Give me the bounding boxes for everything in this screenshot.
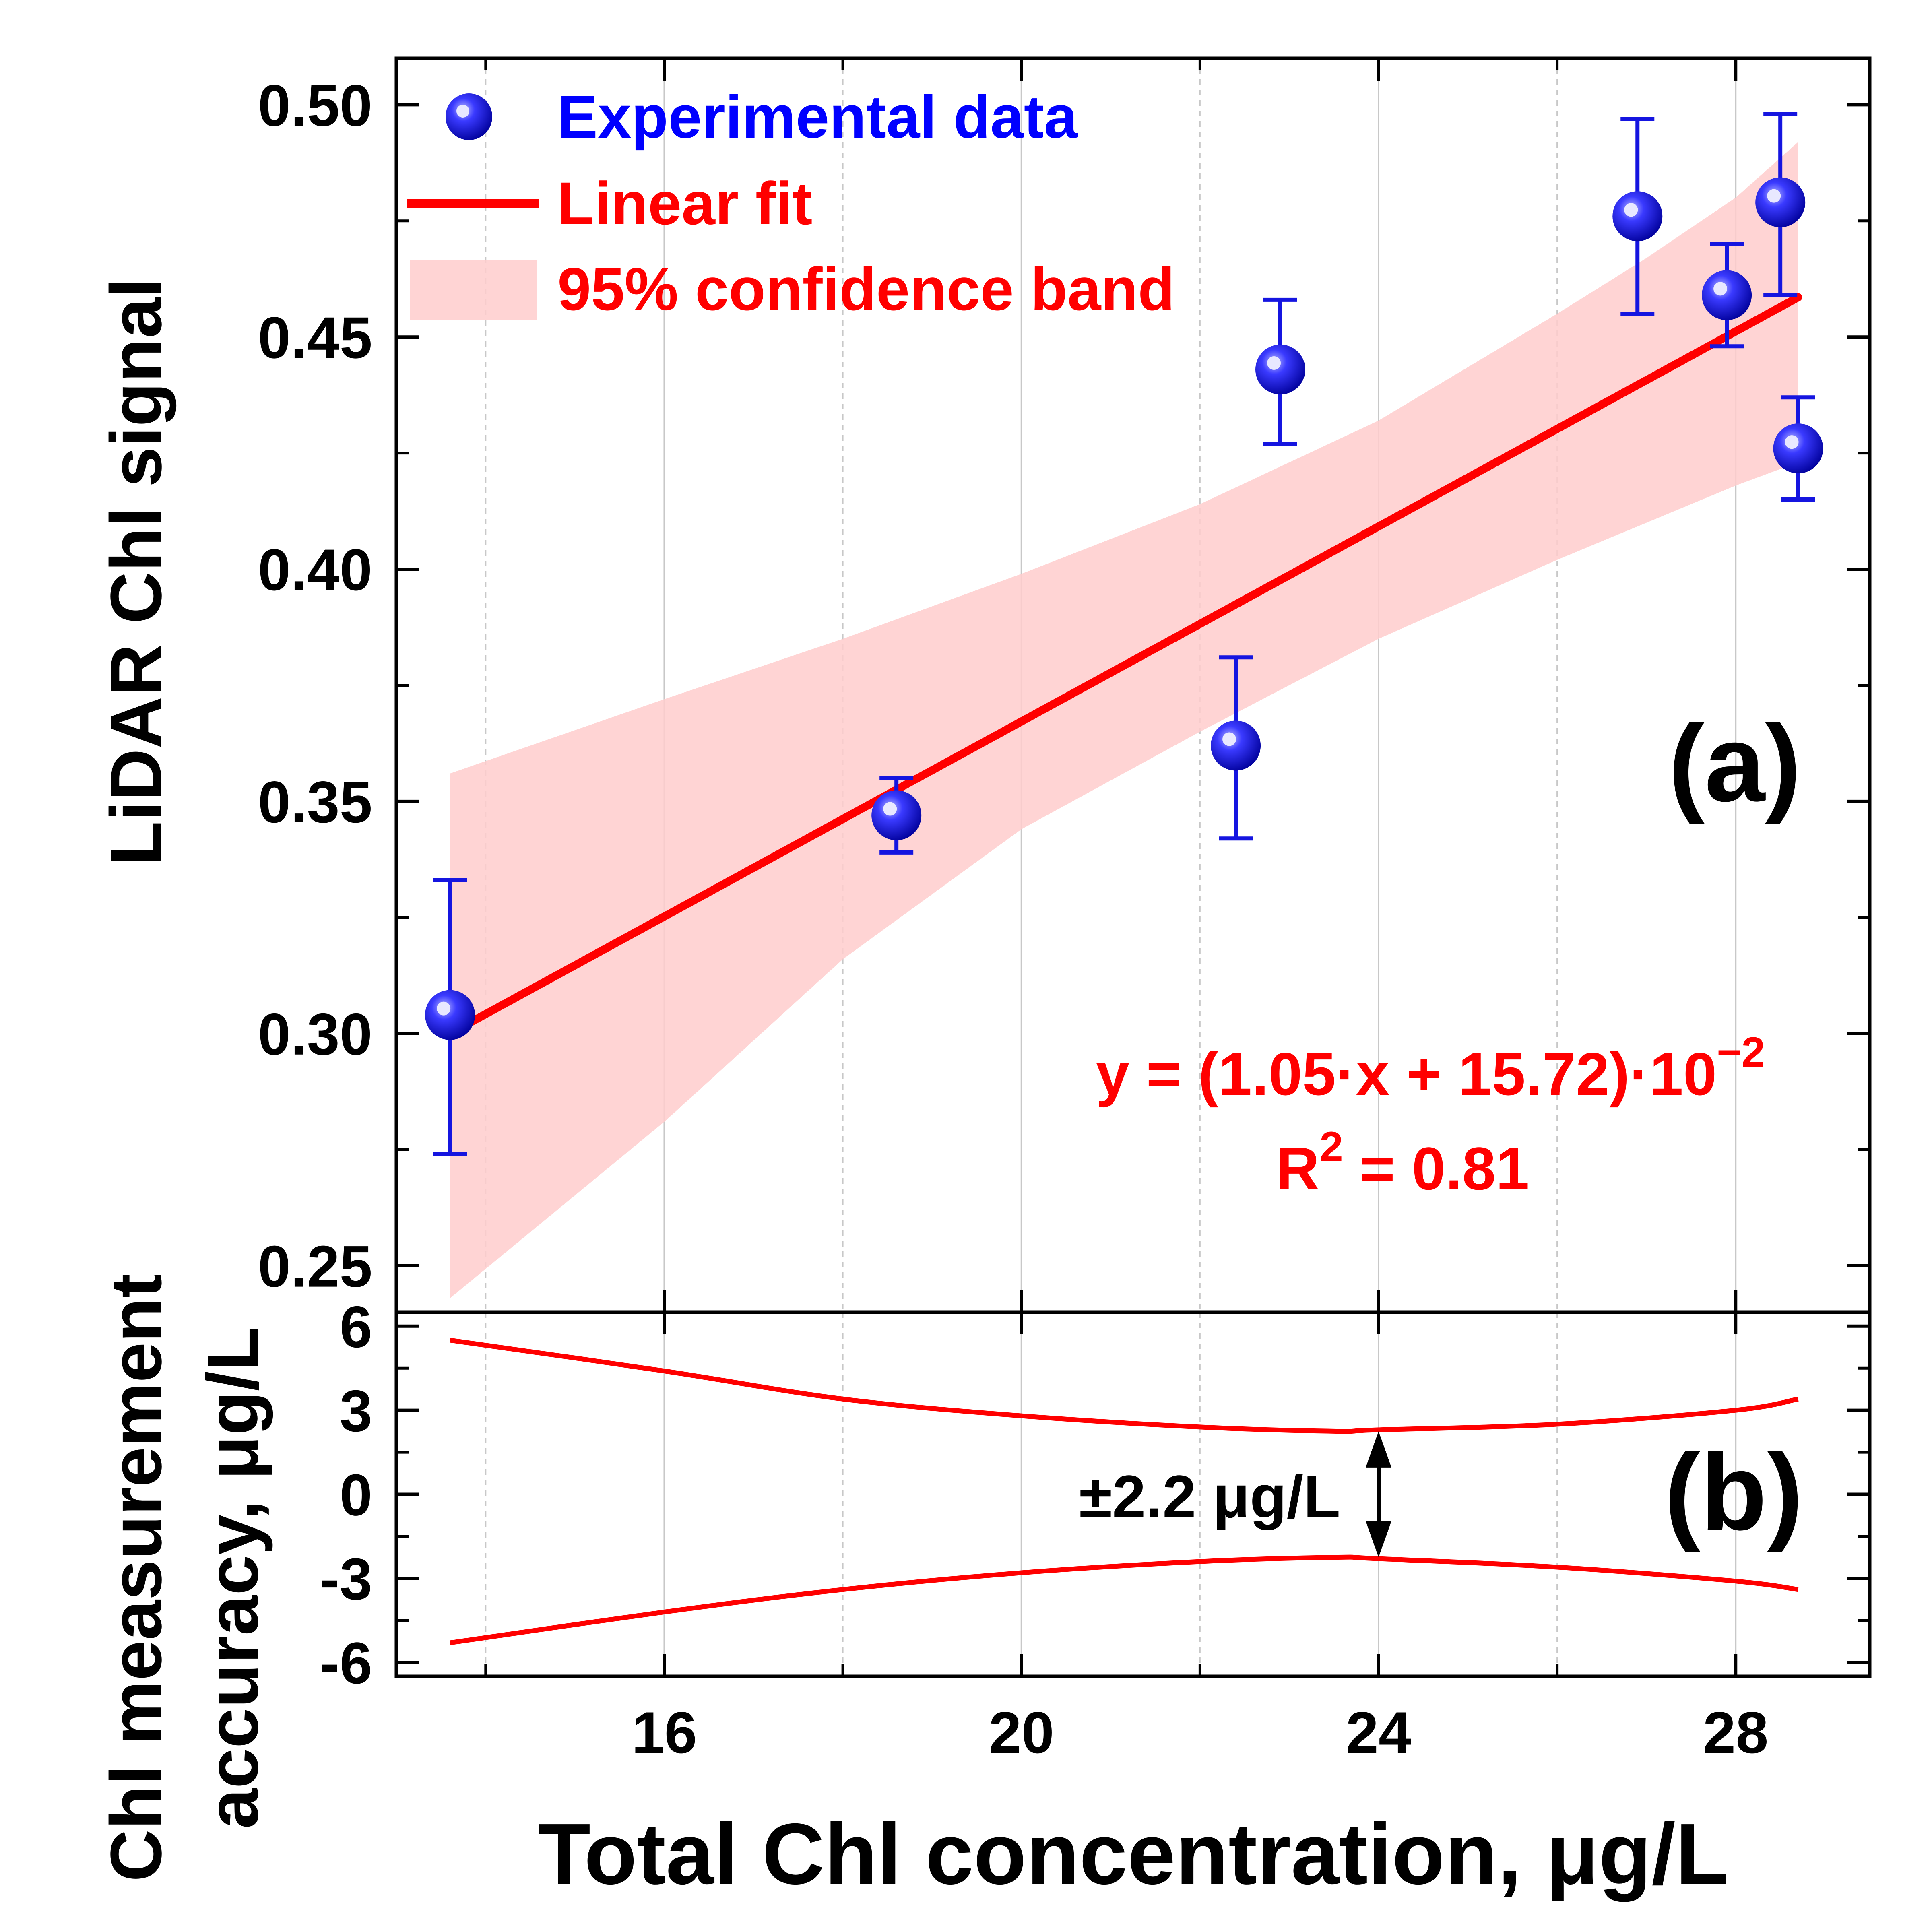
confidence-band: [450, 142, 1798, 1298]
data-point: [1755, 177, 1806, 227]
x-tick-label: 28: [1703, 1700, 1768, 1765]
data-point-highlight: [1267, 356, 1281, 370]
x-tick-label: 16: [632, 1700, 697, 1765]
panel-label-b: (b): [1664, 1432, 1803, 1553]
panel-label-a: (a): [1668, 703, 1801, 825]
confidence-band-layer: [450, 142, 1798, 1298]
y-tick-label: -3: [320, 1546, 372, 1612]
y-axis-title-b-line1: Chl measurement: [96, 1274, 177, 1882]
y-tick-label: 0.50: [258, 72, 372, 138]
r-squared-exponent: 2: [1319, 1123, 1343, 1170]
data-point-highlight: [1713, 282, 1728, 296]
r-squared: R2 = 0.81: [1276, 1123, 1530, 1202]
accuracy-annotation-label: ±2.2 μg/L: [1079, 1463, 1340, 1530]
panel-b-ticks: [396, 1312, 1870, 1676]
data-point-highlight: [1222, 732, 1236, 746]
accuracy-arrow-head-up: [1366, 1431, 1391, 1468]
data-point-highlight: [1767, 189, 1781, 203]
x-axis-title: Total Chl concentration, μg/L: [538, 1805, 1728, 1902]
legend: Experimental data Linear fit 95% confide…: [407, 83, 1175, 323]
data-point: [425, 990, 475, 1040]
data-point: [1612, 191, 1663, 242]
accuracy-curve-lower: [450, 1554, 1799, 1645]
r-squared-value: = 0.81: [1343, 1135, 1530, 1202]
linear-fit-line: [446, 293, 1802, 1038]
r-squared-prefix: R: [1276, 1135, 1319, 1202]
y-tick-label: 0.45: [258, 305, 372, 370]
panel-b: 6 3 0 -3 -6 16 20 24 28 ±2.2 μg/L (b) Chl measu…: [96, 1274, 1872, 1902]
accuracy-curve-upper: [450, 1338, 1799, 1434]
y-tick-label: 0: [340, 1462, 372, 1528]
y-tick-label: 0.30: [258, 1001, 372, 1067]
data-point-highlight: [883, 802, 897, 816]
x-tick-label: 20: [989, 1700, 1054, 1765]
data-point: [1773, 423, 1823, 474]
y-tick-label: 0.40: [258, 537, 372, 603]
linear-fit-layer: [446, 293, 1802, 1038]
y-axis-title-b-line2: accuracy, μg/L: [192, 1327, 273, 1829]
accuracy-annotation: [1366, 1431, 1391, 1558]
fit-equation-exponent: −2: [1717, 1029, 1765, 1076]
panel-a: 0.25 0.30 0.35 0.40 0.45 0.50 Experimental da…: [96, 56, 1872, 1314]
fit-equation: y = (1.05·x + 15.72)·10−2: [1096, 1029, 1765, 1108]
legend-point-marker: [446, 93, 492, 140]
accuracy-arrow-head-down: [1366, 1521, 1391, 1558]
data-point-highlight: [1785, 435, 1799, 449]
data-point: [1702, 270, 1752, 320]
legend-label-experimental-data: Experimental data: [557, 83, 1078, 151]
accuracy-curves: [450, 1338, 1799, 1645]
y-tick-label: 3: [340, 1378, 372, 1444]
data-points: [425, 177, 1823, 1040]
panel-a-y-tick-labels: 0.25 0.30 0.35 0.40 0.45 0.50: [258, 72, 372, 1299]
legend-label-confidence-band: 95% confidence band: [557, 255, 1175, 323]
y-axis-title-a: LiDAR Chl signal: [96, 278, 177, 865]
data-point: [1255, 344, 1305, 394]
legend-point-highlight: [456, 105, 469, 118]
y-tick-label: 0.25: [258, 1234, 372, 1299]
y-tick-label: -6: [320, 1630, 372, 1696]
x-tick-labels: 16 20 24 28: [632, 1700, 1768, 1765]
panel-b-y-tick-labels: 6 3 0 -3 -6: [320, 1294, 372, 1696]
data-point-highlight: [437, 1001, 451, 1016]
data-point: [871, 790, 922, 840]
y-tick-label: 6: [340, 1294, 372, 1360]
fit-equation-base: y = (1.05·x + 15.72)·10: [1096, 1040, 1717, 1108]
y-tick-label: 0.35: [258, 769, 372, 835]
legend-band-swatch: [410, 260, 537, 320]
legend-label-linear-fit: Linear fit: [557, 169, 812, 237]
data-point-highlight: [1624, 203, 1638, 217]
panel-a-ticks: [396, 58, 1870, 1312]
data-point: [1211, 720, 1261, 771]
x-tick-label: 24: [1346, 1700, 1411, 1765]
